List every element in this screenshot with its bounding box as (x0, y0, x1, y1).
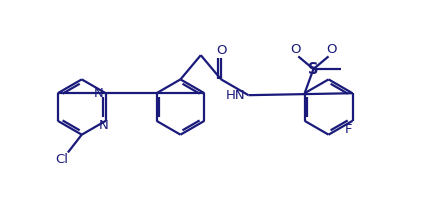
Text: O: O (215, 44, 226, 57)
Text: S: S (307, 62, 318, 77)
Text: O: O (289, 43, 300, 56)
Text: N: N (94, 87, 103, 100)
Text: F: F (344, 123, 352, 136)
Text: N: N (99, 119, 108, 132)
Text: O: O (326, 43, 336, 56)
Text: HN: HN (225, 89, 245, 102)
Text: Cl: Cl (56, 153, 68, 166)
